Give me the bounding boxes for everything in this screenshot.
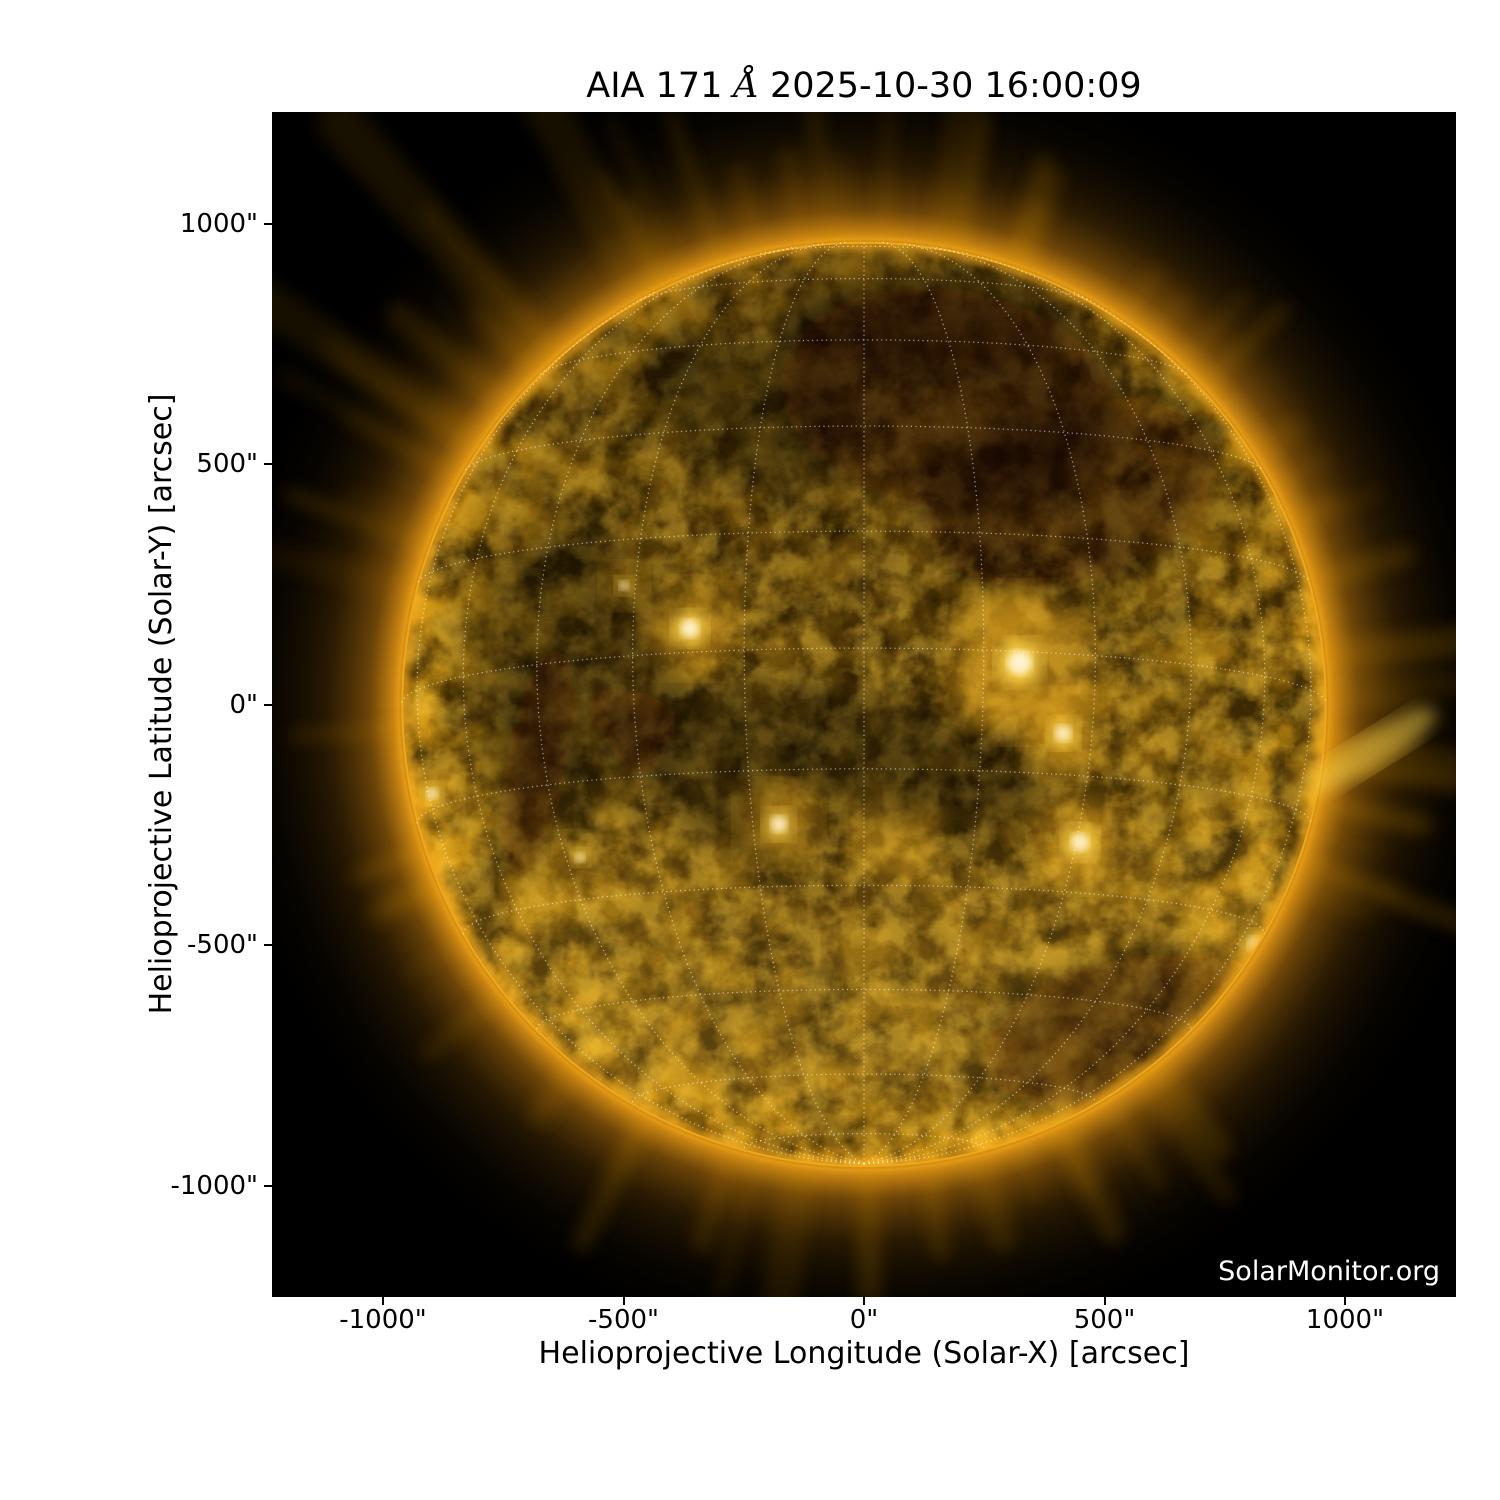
heliographic-grid (401, 241, 1327, 1165)
x-tick-label: 500" (1073, 1305, 1136, 1335)
x-tick-label: -1000" (339, 1305, 427, 1335)
y-tick-label: 500" (196, 449, 258, 479)
y-axis-label: Helioprojective Latitude (Solar-Y) [arcs… (144, 393, 179, 1015)
y-tick-mark (264, 703, 272, 706)
y-tick-label: -1000" (170, 1170, 258, 1201)
solar-image-plot: SolarMonitor.org (272, 112, 1456, 1297)
x-tick-mark (1344, 1297, 1346, 1305)
x-tick-label: 0" (849, 1305, 879, 1335)
y-tick-label: -500" (187, 930, 258, 960)
x-tick-mark (863, 1297, 865, 1305)
limb-streak (1307, 707, 1437, 794)
plot-title: AIA 171 Å 2025-10-30 16:00:09 (0, 62, 1500, 110)
y-tick-mark (264, 944, 272, 946)
y-tick-mark (264, 222, 272, 225)
sun-aia171-image (272, 112, 1456, 1297)
x-tick-mark (622, 1297, 625, 1305)
x-tick-label: -500" (588, 1305, 659, 1335)
x-axis-label: Helioprojective Longitude (Solar-X) [arc… (538, 1336, 1190, 1371)
y-tick-label: 0" (229, 689, 258, 720)
title-datetime: 2025-10-30 16:00:09 (758, 66, 1142, 106)
x-tick-mark (382, 1297, 384, 1305)
y-tick-mark (264, 463, 272, 465)
corona-plumes (272, 112, 1456, 1297)
active-regions (404, 398, 1325, 1166)
y-tick-label: 1000" (179, 208, 258, 239)
x-tick-mark (1103, 1297, 1106, 1305)
x-tick-label: 1000" (1305, 1305, 1385, 1335)
title-instrument: AIA 171 (586, 66, 734, 106)
title-angstrom-symbol: Å (733, 66, 759, 106)
watermark: SolarMonitor.org (1218, 1256, 1440, 1287)
y-tick-mark (264, 1184, 272, 1187)
